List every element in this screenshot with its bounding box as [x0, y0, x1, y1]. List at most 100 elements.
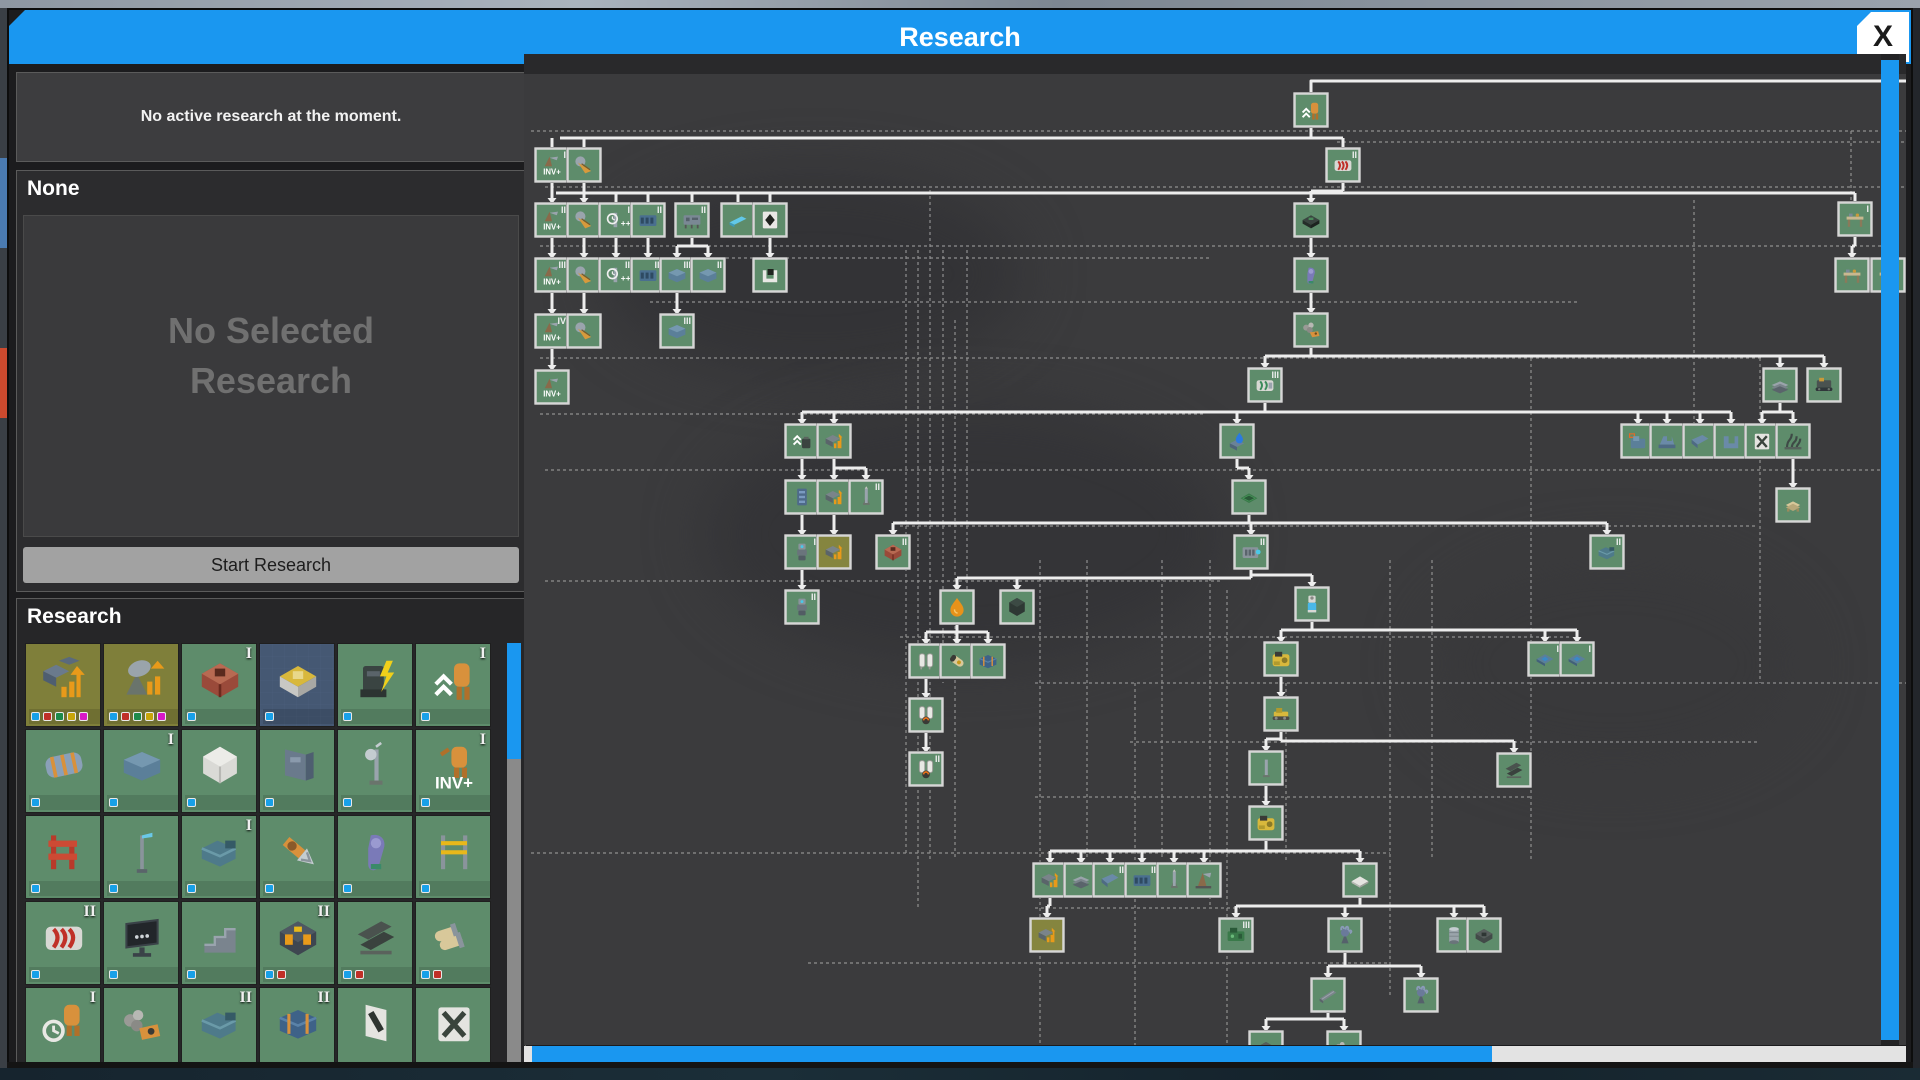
tree-vertical-scrollbar[interactable]	[1881, 54, 1899, 1045]
tech-node-dozer[interactable]	[1263, 696, 1299, 732]
tech-node-hand[interactable]	[1327, 917, 1363, 953]
tech-node-pipes[interactable]	[1775, 423, 1811, 459]
research-tile-ampbldg[interactable]	[25, 643, 101, 727]
tech-node-engine2[interactable]: II	[1233, 534, 1269, 570]
research-grid-scrollbar-thumb[interactable]	[507, 643, 521, 759]
tech-node-drill[interactable]	[566, 147, 602, 183]
research-tile-orangebldg[interactable]: II	[259, 901, 335, 985]
research-tile-purpledev[interactable]	[337, 815, 413, 899]
tech-node-redgen[interactable]: II	[1325, 147, 1361, 183]
tech-node-flatmachine[interactable]: I	[1527, 641, 1563, 677]
tech-node-yellowengine[interactable]	[1263, 641, 1299, 677]
research-tile-robotclock[interactable]: I	[25, 987, 101, 1067]
tech-node-bluepartC[interactable]	[1682, 423, 1718, 459]
research-tile-whitecube[interactable]	[181, 729, 257, 813]
tech-node-bluecrate[interactable]	[970, 643, 1006, 679]
tech-node-drill[interactable]	[566, 257, 602, 293]
tech-node-pallet[interactable]	[1775, 487, 1811, 523]
research-tile-stairs[interactable]	[181, 901, 257, 985]
tree-vertical-scrollbar-thumb[interactable]	[1881, 60, 1899, 1040]
tech-node-invplus[interactable]: INV+ III	[534, 257, 570, 293]
research-tree-viewport[interactable]: INV+ I INV+ II ++ I II II INV+ III ++ II III III II INV…	[524, 54, 1906, 1045]
tech-node-bluepartD[interactable]	[1713, 423, 1749, 459]
tech-node-truck[interactable]: II	[1589, 534, 1625, 570]
research-tile-bluecrate[interactable]: II	[259, 987, 335, 1067]
tech-node-circuit[interactable]: II	[674, 202, 710, 238]
tech-node-barsbldg[interactable]	[816, 423, 852, 459]
tree-horizontal-scrollbar-thumb[interactable]	[532, 1046, 1492, 1062]
tech-node-jetgauge[interactable]: II	[908, 751, 944, 787]
tech-node-pole[interactable]	[1248, 750, 1284, 786]
tech-node-plates[interactable]	[1762, 367, 1798, 403]
tech-node-whitesheet[interactable]	[1342, 862, 1378, 898]
research-tile-powermachine[interactable]	[337, 643, 413, 727]
start-research-button[interactable]: Start Research	[23, 547, 519, 583]
tech-node-chevbattery[interactable]	[784, 423, 820, 459]
tech-node-invplus[interactable]: INV+	[534, 369, 570, 405]
research-tile-boxbldg[interactable]: I	[103, 729, 179, 813]
tech-node-invplusplain[interactable]	[1186, 862, 1222, 898]
tech-node-greenmachine[interactable]: III	[1218, 917, 1254, 953]
tech-node-jetpack[interactable]	[908, 643, 944, 679]
research-tile-wallmodule[interactable]	[259, 729, 335, 813]
tech-node-crawler[interactable]	[1806, 367, 1842, 403]
tech-node-bluepartB[interactable]	[1649, 423, 1685, 459]
tech-node-flatmachine[interactable]: I	[1559, 641, 1595, 677]
tech-node-yellowengine[interactable]	[1248, 805, 1284, 841]
tech-node-battery[interactable]	[1293, 202, 1329, 238]
tech-node-convramp[interactable]	[1310, 977, 1346, 1013]
tech-node-capsule[interactable]	[1294, 586, 1330, 622]
research-tile-radarup[interactable]	[103, 643, 179, 727]
tech-node-robotchev[interactable]	[1293, 92, 1329, 128]
research-tile-robotchev[interactable]: I	[415, 643, 491, 727]
tech-node-graytower[interactable]: II	[784, 589, 820, 625]
tech-node-engine[interactable]: II	[1124, 862, 1160, 898]
research-grid-scrollbar[interactable]	[507, 643, 521, 1067]
tech-node-barsbldg[interactable]	[816, 534, 852, 570]
research-tile-goldbldg[interactable]	[259, 643, 335, 727]
tech-node-workbench[interactable]: I	[1837, 201, 1873, 237]
tech-node-barsbldg[interactable]	[1032, 862, 1068, 898]
research-tile-barrier[interactable]	[25, 815, 101, 899]
tech-node-rampstack[interactable]	[1496, 752, 1532, 788]
tech-node-darkmachine[interactable]	[1466, 917, 1502, 953]
tech-node-hopper[interactable]	[752, 257, 788, 293]
research-tile-robotinv[interactable]: INV+ I	[415, 729, 491, 813]
tech-node-darkmachine[interactable]	[1248, 1030, 1284, 1045]
research-tile-xframe[interactable]	[415, 987, 491, 1067]
tech-node-waterdrop[interactable]	[1219, 423, 1255, 459]
tech-node-invplus[interactable]: INV+II	[534, 202, 570, 238]
research-tile-container[interactable]	[25, 729, 101, 813]
tech-node-boxbldg[interactable]: III	[659, 257, 695, 293]
tech-node-barsbldg[interactable]	[816, 479, 852, 515]
tech-node-compressor[interactable]: III	[1247, 367, 1283, 403]
tech-node-rocketpole[interactable]: II	[848, 479, 884, 515]
tech-node-jetgauge[interactable]	[908, 697, 944, 733]
research-tile-furnace[interactable]: I	[181, 643, 257, 727]
tech-node-boxbldg[interactable]: II	[690, 257, 726, 293]
research-tile-redgen[interactable]: II	[25, 901, 101, 985]
research-tile-rampstack[interactable]	[337, 901, 413, 985]
tree-horizontal-scrollbar[interactable]	[524, 1046, 1906, 1062]
research-tile-whitepanel[interactable]	[337, 987, 413, 1067]
tech-node-fuelcyl[interactable]	[939, 643, 975, 679]
research-tile-capacitors[interactable]	[415, 901, 491, 985]
research-tile-antenna[interactable]	[337, 729, 413, 813]
tech-node-clockpp[interactable]: ++ I	[598, 202, 634, 238]
tech-node-engine[interactable]: II	[630, 202, 666, 238]
tech-node-furnace[interactable]: II	[875, 534, 911, 570]
tech-node-diamondpanel[interactable]	[752, 202, 788, 238]
tech-node-hexcoal[interactable]	[999, 589, 1035, 625]
tech-node-drill[interactable]	[566, 202, 602, 238]
tech-node-board[interactable]	[1231, 479, 1267, 515]
tech-node-droplet[interactable]	[939, 589, 975, 625]
tech-node-workbench[interactable]	[1834, 257, 1870, 293]
tech-node-bluepartC[interactable]: II	[1092, 862, 1128, 898]
research-tile-gravelcrate[interactable]	[103, 987, 179, 1067]
research-tile-railing[interactable]	[415, 815, 491, 899]
tech-node-clockpp[interactable]: ++ II	[598, 257, 634, 293]
tech-node-graytower[interactable]: I	[784, 534, 820, 570]
tech-node-invplus[interactable]: INV+I	[534, 147, 570, 183]
tech-node-bluetower[interactable]	[784, 479, 820, 515]
research-tile-truck[interactable]: II	[181, 987, 257, 1067]
